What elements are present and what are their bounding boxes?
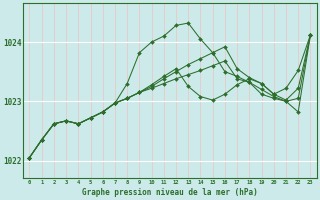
X-axis label: Graphe pression niveau de la mer (hPa): Graphe pression niveau de la mer (hPa) <box>82 188 258 197</box>
